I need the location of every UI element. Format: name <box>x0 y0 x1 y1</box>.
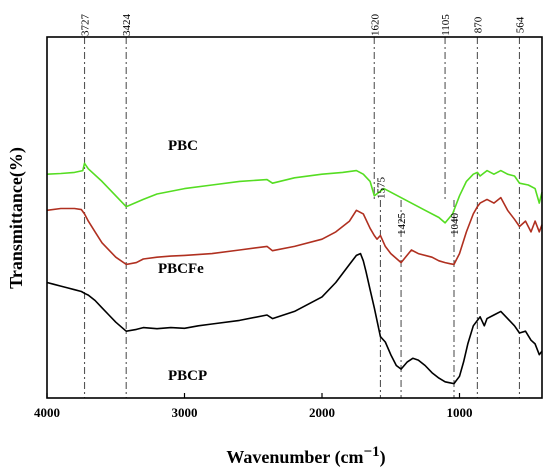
peak-label-1040: 1040 <box>449 213 461 236</box>
peak-label-1575: 1575 <box>375 177 387 200</box>
peak-label-3727: 3727 <box>80 14 92 37</box>
x-tick-label-1000: 1000 <box>447 405 473 420</box>
series-line-pbc <box>46 162 543 224</box>
x-axis-title-sup: −1 <box>364 444 380 460</box>
peak-label-3424: 3424 <box>121 14 133 37</box>
peak-label-870: 870 <box>472 16 484 33</box>
spectra-series <box>46 162 543 385</box>
series-label-pbc: PBC <box>168 138 198 154</box>
peak-label-1620: 1620 <box>369 14 381 37</box>
peak-label-1425: 1425 <box>396 213 408 236</box>
peak-labels: 3727 3424 1620 1575 1425 1105 1040 870 564 <box>80 14 527 236</box>
x-axis-ticks: 4000 3000 2000 1000 <box>34 393 473 420</box>
series-label-pbcfe: PBCFe <box>158 261 204 277</box>
x-axis-title-main: Wavenumber (cm <box>226 447 363 468</box>
peak-label-564: 564 <box>515 16 527 33</box>
series-labels: PBC PBCFe PBCP <box>158 138 207 384</box>
x-axis-title: Wavenumber (cm−1) <box>226 444 385 468</box>
x-tick-label-2000: 2000 <box>309 405 335 420</box>
series-line-pbcp <box>46 252 543 385</box>
series-label-pbcp: PBCP <box>168 368 207 384</box>
x-axis-title-close: ) <box>380 447 386 468</box>
peak-label-1105: 1105 <box>440 14 452 36</box>
peak-reference-lines <box>83 37 521 398</box>
x-tick-label-3000: 3000 <box>172 405 198 420</box>
y-axis-title: Transmittance(%) <box>6 147 27 289</box>
series-line-pbcfe <box>46 196 543 266</box>
plot-frame <box>46 36 543 399</box>
x-tick-label-4000: 4000 <box>34 405 60 420</box>
